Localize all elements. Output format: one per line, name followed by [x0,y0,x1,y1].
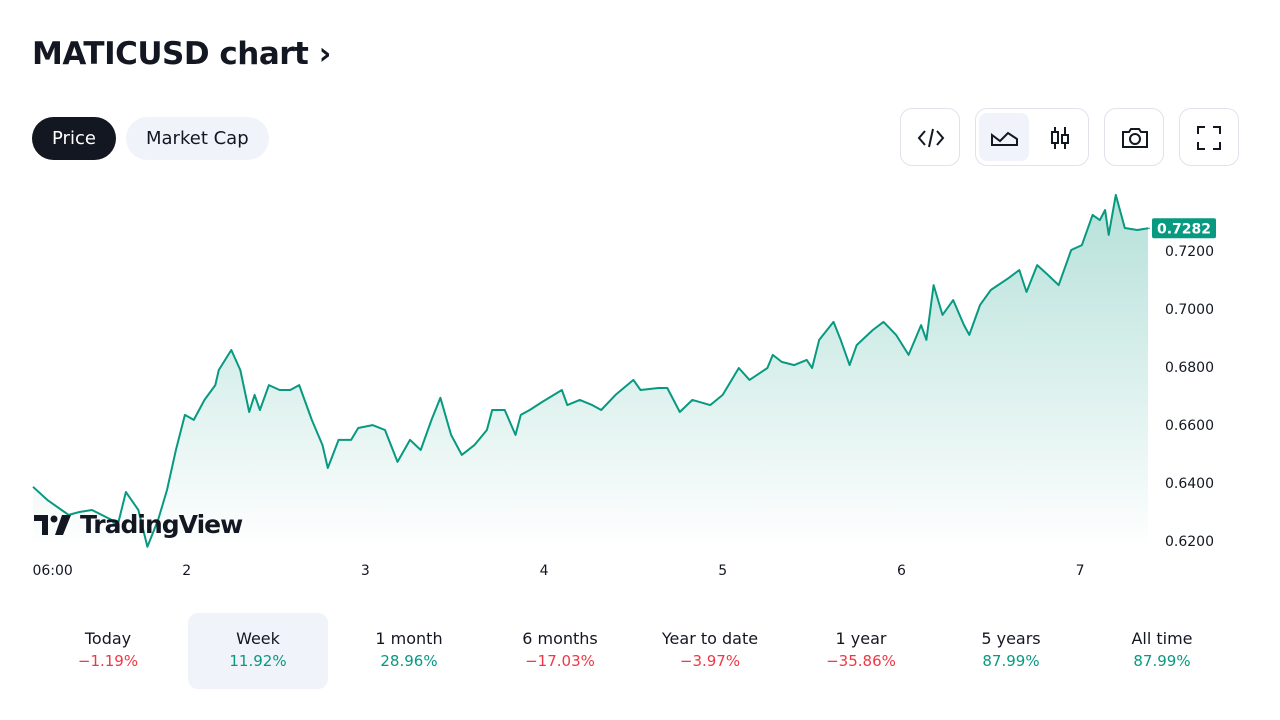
period-label: Week [236,629,280,648]
title-text[interactable]: MATICUSD chart [32,36,309,72]
period[interactable]: 5 years 87.99% [941,613,1081,689]
y-tick-label: 0.6600 [1165,418,1214,434]
area-fill [33,194,1148,550]
chevron[interactable]: › [318,36,332,72]
period-change: −1.19% [77,652,139,670]
period-change: 11.92% [229,652,287,670]
candle-icon[interactable] [1048,125,1072,151]
fullscreen-icon [1197,126,1221,150]
period-label: 5 years [981,629,1041,648]
tv-logo [34,514,71,535]
embed-button[interactable] [900,108,960,166]
y-tick-label: 0.6800 [1165,360,1214,376]
x-tick-label: 6 [897,563,906,579]
camera-icon [1122,128,1148,148]
x-tick-label: 4 [540,563,549,579]
chart-style-group [975,108,1089,166]
price-tag [1152,218,1216,239]
chart: 0.6200 0.6400 0.6600 0.6800 0.7000 0.7200 06:0… [32,193,1216,579]
period-label: 6 months [522,629,598,648]
y-tick-label: 0.7000 [1165,302,1214,318]
period[interactable]: Week 11.92% [188,613,328,689]
period-label: All time [1131,629,1193,648]
period-change: −3.97% [679,652,741,670]
x-tick-label: 5 [718,563,727,579]
embed-icon [917,128,945,148]
period-change: 28.96% [380,652,438,670]
period-change: −35.86% [826,652,896,670]
period-label: Year to date [661,629,759,648]
period[interactable]: Year to date −3.97% [640,613,780,689]
x-tick-label: 3 [361,563,370,579]
fullscreen-button[interactable] [1179,108,1239,166]
period-change: −17.03% [525,652,595,670]
price-line [32,193,1149,548]
x-tick-label: 7 [1076,563,1085,579]
tab-price[interactable]: Price [32,117,116,160]
y-tick-label: 0.6200 [1165,534,1214,550]
watermark-text: TradingView [80,510,243,539]
title[interactable]: MATICUSD chart › [32,36,331,72]
period-label: 1 year [835,629,887,648]
snapshot-button[interactable] [1104,108,1164,166]
period[interactable]: 1 month 28.96% [339,613,479,689]
period-label: 1 month [375,629,443,648]
x-tick-label: 2 [182,563,191,579]
x-tick-label: 06:00 [32,563,72,579]
period[interactable]: 6 months −17.03% [490,613,630,689]
period-change: 87.99% [1133,652,1191,670]
tab-market-cap[interactable]: Market Cap [126,117,269,160]
period-change: 87.99% [982,652,1040,670]
period[interactable]: Today −1.19% [38,613,178,689]
period-label: Today [84,629,132,648]
price-tag-label: 0.7282 [1157,221,1211,237]
y-tick-label: 0.7200 [1165,244,1214,260]
area-icon [991,131,1018,146]
period[interactable]: All time 87.99% [1092,613,1232,689]
y-tick-label: 0.6400 [1165,476,1214,492]
watermark[interactable]: TradingView [34,510,243,539]
period[interactable]: 1 year −35.86% [791,613,931,689]
